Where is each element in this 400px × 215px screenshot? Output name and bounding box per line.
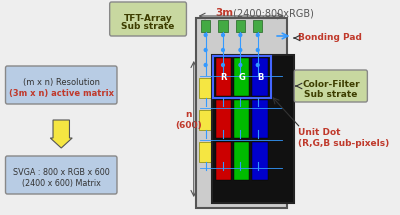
Text: Unit Dot: Unit Dot: [298, 128, 340, 137]
Text: 3m: 3m: [216, 8, 234, 18]
Circle shape: [204, 49, 207, 52]
Text: TFT-Array: TFT-Array: [124, 14, 172, 23]
Circle shape: [204, 63, 207, 66]
Circle shape: [256, 49, 259, 52]
Text: (2400:800xRGB): (2400:800xRGB): [230, 8, 314, 18]
Text: (3m x n) active matrix: (3m x n) active matrix: [9, 89, 114, 98]
Text: n
(600): n (600): [175, 110, 202, 130]
Bar: [234, 100, 250, 138]
Text: G: G: [238, 72, 245, 81]
Bar: [234, 142, 247, 162]
Text: Color-Filter: Color-Filter: [302, 80, 360, 89]
Bar: [253, 20, 262, 32]
Circle shape: [222, 63, 224, 66]
Bar: [251, 110, 264, 130]
Bar: [199, 110, 212, 130]
Text: (R,G,B sub-pixels): (R,G,B sub-pixels): [298, 139, 389, 148]
FancyArrow shape: [50, 120, 72, 148]
Bar: [199, 142, 212, 162]
Bar: [251, 142, 264, 162]
Bar: [251, 78, 264, 98]
FancyBboxPatch shape: [6, 156, 117, 194]
FancyBboxPatch shape: [294, 70, 367, 102]
FancyBboxPatch shape: [110, 2, 186, 36]
Text: Bonding Pad: Bonding Pad: [298, 34, 362, 43]
Bar: [196, 18, 287, 208]
Bar: [234, 110, 247, 130]
Circle shape: [222, 49, 224, 52]
Circle shape: [239, 49, 242, 52]
Circle shape: [222, 34, 224, 37]
Bar: [234, 78, 247, 98]
Circle shape: [256, 63, 259, 66]
Bar: [216, 78, 229, 98]
Bar: [252, 58, 268, 96]
Circle shape: [256, 34, 259, 37]
Circle shape: [204, 34, 207, 37]
Bar: [216, 100, 231, 138]
Bar: [199, 78, 212, 98]
FancyBboxPatch shape: [6, 66, 117, 104]
Bar: [213, 56, 270, 98]
Text: B: B: [257, 72, 263, 81]
Bar: [236, 20, 245, 32]
Bar: [234, 142, 250, 180]
Bar: [201, 20, 210, 32]
Bar: [252, 100, 268, 138]
Bar: [216, 142, 229, 162]
Bar: [252, 142, 268, 180]
Bar: [216, 142, 231, 180]
Bar: [216, 110, 229, 130]
Bar: [216, 58, 231, 96]
Circle shape: [239, 63, 242, 66]
Text: SVGA : 800 x RGB x 600: SVGA : 800 x RGB x 600: [13, 168, 110, 177]
Bar: [218, 20, 228, 32]
Text: (2400 x 600) Matrix: (2400 x 600) Matrix: [22, 179, 101, 188]
Text: Sub strate: Sub strate: [121, 22, 175, 31]
Bar: [212, 55, 294, 203]
Text: R: R: [220, 72, 227, 81]
Text: (m x n) Resolution: (m x n) Resolution: [23, 78, 100, 87]
Circle shape: [239, 34, 242, 37]
Text: Sub strate: Sub strate: [304, 90, 358, 99]
Bar: [234, 58, 250, 96]
